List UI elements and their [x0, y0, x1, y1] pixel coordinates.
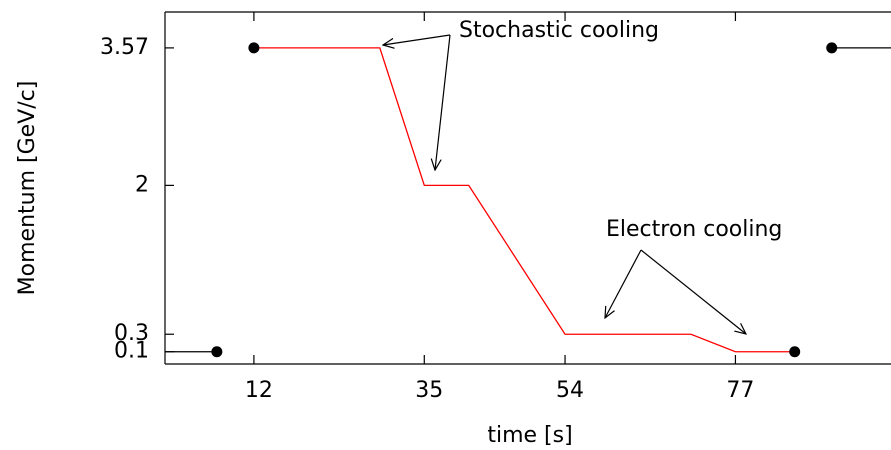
x-tick-label: 77 — [726, 378, 754, 403]
annotation-arrow — [640, 249, 746, 334]
x-tick-label: 54 — [556, 378, 584, 403]
axes — [164, 11, 891, 365]
point — [789, 346, 801, 358]
x-tick-label: 12 — [245, 378, 273, 403]
point — [826, 42, 838, 54]
annotation-stochastic: Stochastic cooling — [383, 18, 659, 170]
y-tick-label: 0.3 — [114, 321, 149, 346]
y-tick-label: 3.57 — [100, 35, 149, 60]
x-axis-label: time [s] — [487, 423, 572, 448]
y-tick-label: 0.1 — [114, 339, 149, 364]
y-axis-label: Momentum [GeV/c] — [15, 81, 40, 296]
annotation-electron: Electron cooling — [605, 217, 782, 334]
y-tick-label: 2 — [135, 172, 149, 197]
annotation-arrow — [435, 34, 451, 170]
annotation-arrow — [605, 249, 642, 318]
annotation-arrow — [383, 34, 451, 45]
point — [211, 346, 223, 358]
series-line — [253, 47, 795, 353]
point — [248, 42, 260, 54]
x-tick-label: 35 — [415, 378, 443, 403]
annotation-text: Electron cooling — [606, 217, 782, 242]
annotation-text: Stochastic cooling — [459, 18, 659, 43]
